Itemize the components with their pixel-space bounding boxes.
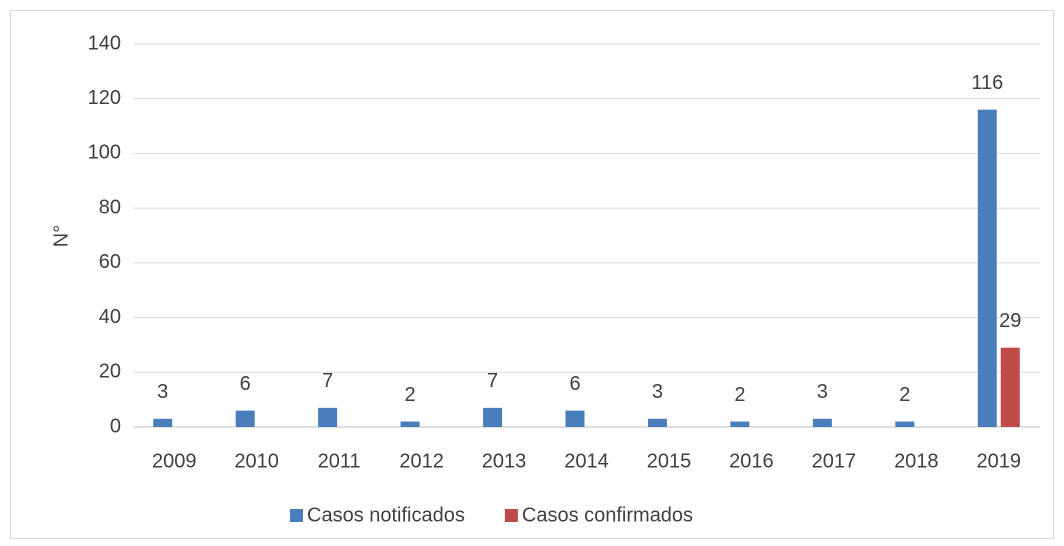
y-axis-label: N° (50, 225, 72, 247)
x-tick-label: 2012 (399, 450, 444, 472)
bar (895, 421, 915, 427)
data-label: 2 (405, 384, 416, 406)
bar (812, 418, 832, 427)
y-tick-label: 20 (99, 361, 121, 383)
bar (1000, 347, 1020, 427)
data-label: 2 (899, 384, 910, 406)
y-tick-label: 0 (110, 415, 121, 437)
y-tick-label: 80 (99, 196, 121, 218)
bar (235, 410, 255, 427)
data-label: 2 (734, 384, 745, 406)
legend-swatch (290, 509, 303, 522)
x-tick-label: 2016 (729, 450, 774, 472)
bar (647, 418, 667, 427)
data-label: 29 (999, 310, 1021, 332)
y-tick-label: 40 (99, 306, 121, 328)
data-label: 3 (157, 381, 168, 403)
legend-label: Casos notificados (307, 504, 465, 526)
bar (318, 407, 338, 427)
x-tick-label: 2017 (812, 450, 857, 472)
y-tick-label: 100 (88, 142, 121, 164)
y-tick-label: 120 (88, 87, 121, 109)
y-tick-label: 140 (88, 32, 121, 54)
data-label: 7 (487, 370, 498, 392)
x-tick-label: 2010 (234, 450, 279, 472)
bar (153, 418, 173, 427)
data-label: 3 (817, 381, 828, 403)
x-tick-label: 2019 (977, 450, 1022, 472)
legend-label: Casos confirmados (522, 504, 693, 526)
bar (400, 421, 420, 427)
bar (483, 407, 503, 427)
data-label: 7 (322, 370, 333, 392)
y-tick-label: 60 (99, 251, 121, 273)
data-label: 6 (569, 373, 580, 395)
bar (565, 410, 585, 427)
x-tick-label: 2018 (894, 450, 939, 472)
legend-swatch (504, 509, 518, 522)
x-tick-label: 2015 (647, 450, 692, 472)
data-label: 116 (971, 72, 1003, 94)
x-tick-label: 2011 (318, 450, 361, 472)
data-label: 6 (240, 373, 251, 395)
bar (977, 109, 997, 428)
bar (730, 421, 750, 427)
x-tick-label: 2009 (152, 450, 197, 472)
x-tick-label: 2014 (564, 450, 609, 472)
data-label: 3 (652, 381, 663, 403)
x-tick-label: 2013 (482, 450, 527, 472)
